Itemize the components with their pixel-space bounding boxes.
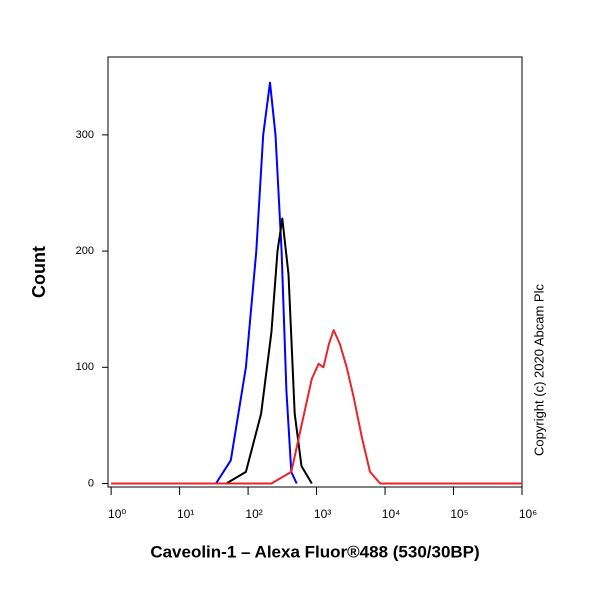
x-tick-label: 10³: [314, 507, 331, 521]
y-tick-label: 300: [76, 129, 94, 141]
x-tick-label: 10⁵: [450, 507, 468, 521]
copyright: Copyright (c) 2020 Abcam Plc: [531, 284, 546, 456]
x-tick-label: 10⁰: [108, 507, 126, 521]
y-tick-label: 100: [76, 361, 94, 373]
y-tick-label: 0: [88, 477, 94, 489]
x-axis-label: Caveolin-1 – Alexa Fluor®488 (530/30BP): [150, 542, 479, 561]
series-line: [215, 81, 298, 485]
x-tick-label: 10⁴: [382, 507, 401, 521]
y-tick-label: 200: [76, 245, 94, 257]
series-line: [225, 217, 313, 485]
x-tick-label: 10²: [245, 507, 262, 521]
plot-frame: [107, 56, 523, 488]
x-tick-label: 10¹: [177, 507, 194, 521]
series-line: [111, 329, 522, 485]
x-tick-label: 10⁶: [519, 507, 537, 521]
y-axis-label: Count: [29, 246, 49, 298]
